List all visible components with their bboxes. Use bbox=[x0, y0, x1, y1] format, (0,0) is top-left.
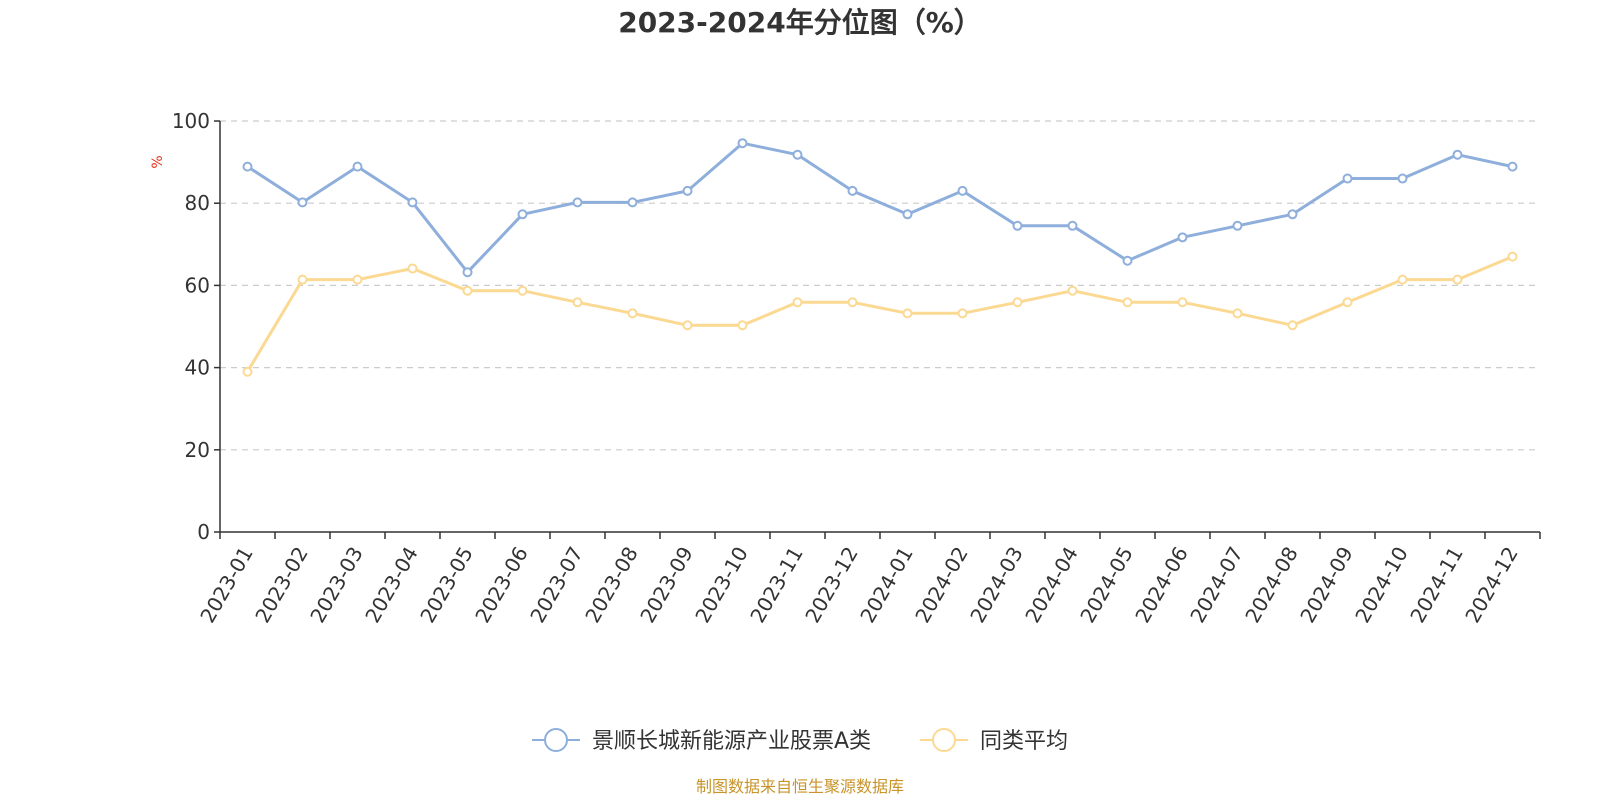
data-point[interactable] bbox=[1232, 308, 1243, 319]
data-point[interactable] bbox=[957, 308, 968, 319]
x-tick-label: 2023-06 bbox=[470, 543, 533, 627]
x-tick-label: 2023-04 bbox=[360, 543, 423, 627]
x-tick-label: 2024-12 bbox=[1460, 543, 1523, 627]
data-point[interactable] bbox=[957, 185, 968, 196]
legend-label: 景顺长城新能源产业股票A类 bbox=[592, 729, 871, 754]
legend[interactable]: 景顺长城新能源产业股票A类 同类平均 bbox=[532, 728, 1068, 754]
data-point[interactable] bbox=[1177, 297, 1188, 308]
x-tick-label: 2024-04 bbox=[1020, 543, 1083, 627]
y-tick-label: 0 bbox=[197, 520, 210, 544]
data-point[interactable] bbox=[1507, 161, 1518, 172]
data-point[interactable] bbox=[1342, 297, 1353, 308]
data-point[interactable] bbox=[572, 197, 583, 208]
series-1 bbox=[242, 138, 1518, 278]
x-tick-label: 2024-06 bbox=[1130, 543, 1193, 627]
data-point[interactable] bbox=[1397, 173, 1408, 184]
y-axis-ticks: 0 20 40 60 80 100 bbox=[172, 109, 220, 544]
y-tick-label: 100 bbox=[172, 109, 210, 133]
data-point[interactable] bbox=[792, 297, 803, 308]
legend-marker-icon bbox=[544, 728, 568, 752]
legend-item-1[interactable]: 景顺长城新能源产业股票A类 bbox=[532, 728, 871, 754]
data-point[interactable] bbox=[1012, 297, 1023, 308]
x-tick-label: 2024-08 bbox=[1240, 543, 1303, 627]
data-point[interactable] bbox=[1122, 297, 1133, 308]
x-tick-label: 2024-05 bbox=[1075, 543, 1138, 627]
data-point[interactable] bbox=[517, 209, 528, 220]
source-note: 制图数据来自恒生聚源数据库 bbox=[696, 777, 904, 796]
data-point[interactable] bbox=[462, 285, 473, 296]
data-point[interactable] bbox=[297, 197, 308, 208]
data-point[interactable] bbox=[627, 197, 638, 208]
data-point[interactable] bbox=[1067, 285, 1078, 296]
legend-marker-icon bbox=[932, 728, 956, 752]
data-point[interactable] bbox=[1342, 173, 1353, 184]
data-point[interactable] bbox=[352, 274, 363, 285]
data-point[interactable] bbox=[1287, 209, 1298, 220]
data-point[interactable] bbox=[682, 320, 693, 331]
data-point[interactable] bbox=[737, 138, 748, 149]
data-point[interactable] bbox=[682, 185, 693, 196]
data-point[interactable] bbox=[572, 297, 583, 308]
grid-lines bbox=[220, 120, 1540, 451]
y-tick-label: 40 bbox=[185, 356, 210, 380]
data-point[interactable] bbox=[517, 285, 528, 296]
x-tick-label: 2024-01 bbox=[855, 543, 918, 627]
data-point[interactable] bbox=[902, 209, 913, 220]
x-tick-label: 2023-02 bbox=[250, 543, 313, 627]
y-tick-label: 20 bbox=[185, 438, 210, 462]
x-tick-label: 2024-10 bbox=[1350, 543, 1413, 627]
chart-title: 2023-2024年分位图（%） bbox=[618, 6, 982, 39]
x-tick-label: 2023-08 bbox=[580, 543, 643, 627]
x-axis-ticks: 2023-012023-022023-032023-042023-052023-… bbox=[195, 532, 1541, 627]
series-group bbox=[242, 138, 1518, 377]
data-point[interactable] bbox=[792, 149, 803, 160]
y-tick-label: 80 bbox=[185, 191, 210, 215]
data-point[interactable] bbox=[1177, 232, 1188, 243]
y-axis-unit-label: % bbox=[150, 155, 166, 168]
data-point[interactable] bbox=[242, 161, 253, 172]
data-point[interactable] bbox=[1287, 320, 1298, 331]
series-2 bbox=[242, 251, 1518, 377]
data-point[interactable] bbox=[1452, 149, 1463, 160]
series-line bbox=[246, 255, 1514, 373]
data-point[interactable] bbox=[847, 185, 858, 196]
series-line bbox=[246, 141, 1513, 274]
data-point[interactable] bbox=[627, 308, 638, 319]
data-point[interactable] bbox=[847, 297, 858, 308]
data-point[interactable] bbox=[1452, 274, 1463, 285]
y-tick-label: 60 bbox=[185, 273, 210, 297]
x-tick-label: 2024-09 bbox=[1295, 543, 1358, 627]
data-point[interactable] bbox=[297, 274, 308, 285]
data-point[interactable] bbox=[1122, 255, 1133, 266]
x-tick-label: 2023-03 bbox=[305, 543, 368, 627]
data-point[interactable] bbox=[242, 366, 253, 377]
x-tick-label: 2024-02 bbox=[910, 543, 973, 627]
data-point[interactable] bbox=[737, 320, 748, 331]
legend-label: 同类平均 bbox=[980, 729, 1068, 754]
x-tick-label: 2024-03 bbox=[965, 543, 1028, 627]
x-tick-label: 2023-12 bbox=[800, 543, 863, 627]
data-point[interactable] bbox=[352, 161, 363, 172]
x-tick-label: 2023-07 bbox=[525, 543, 588, 627]
data-point[interactable] bbox=[407, 263, 418, 274]
x-tick-label: 2023-05 bbox=[415, 543, 478, 627]
x-tick-label: 2023-09 bbox=[635, 543, 698, 627]
x-tick-label: 2024-11 bbox=[1405, 543, 1468, 627]
data-point[interactable] bbox=[902, 308, 913, 319]
x-tick-label: 2023-11 bbox=[745, 543, 808, 627]
data-point[interactable] bbox=[1012, 220, 1023, 231]
data-point[interactable] bbox=[462, 267, 473, 278]
data-point[interactable] bbox=[1067, 220, 1078, 231]
x-tick-label: 2023-01 bbox=[195, 543, 258, 627]
data-point[interactable] bbox=[1232, 220, 1243, 231]
legend-item-2[interactable]: 同类平均 bbox=[920, 728, 1068, 754]
data-point[interactable] bbox=[1507, 251, 1518, 262]
x-tick-label: 2023-10 bbox=[690, 543, 753, 627]
data-point[interactable] bbox=[1397, 274, 1408, 285]
x-tick-label: 2024-07 bbox=[1185, 543, 1248, 627]
data-point[interactable] bbox=[407, 197, 418, 208]
